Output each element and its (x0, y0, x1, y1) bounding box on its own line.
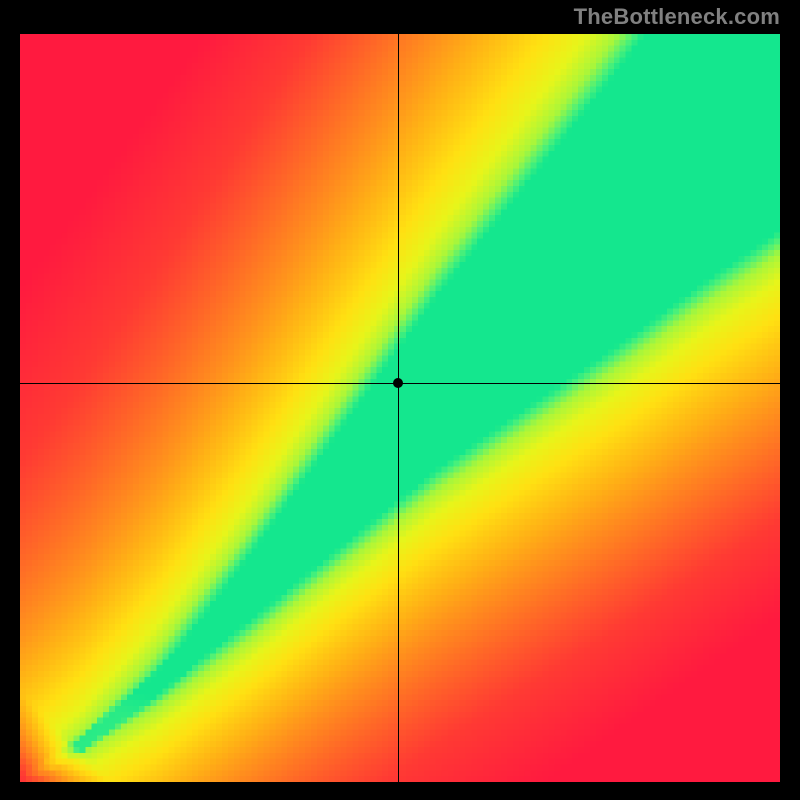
plot-area (20, 34, 780, 782)
bottleneck-heatmap (20, 34, 780, 782)
watermark-text: TheBottleneck.com (574, 4, 780, 30)
figure-root: TheBottleneck.com (0, 0, 800, 800)
